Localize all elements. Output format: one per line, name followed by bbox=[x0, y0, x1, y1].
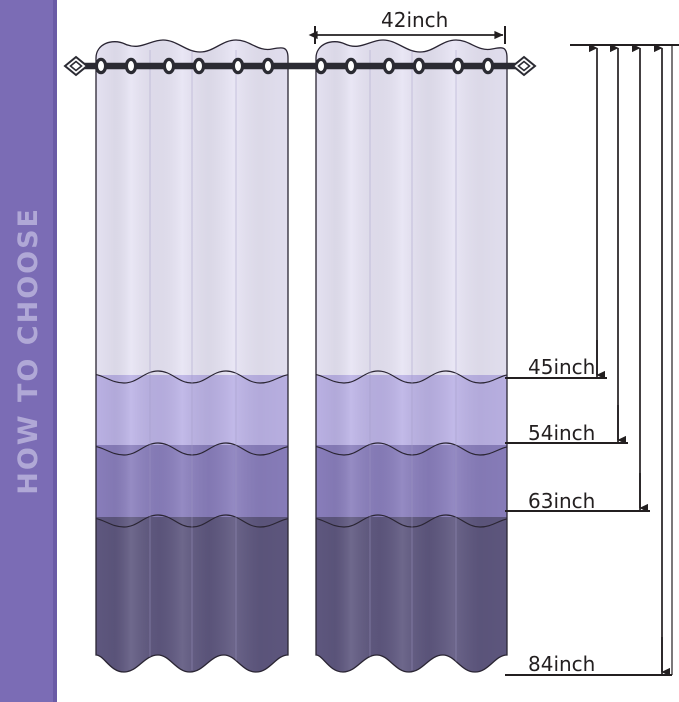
height-label-84inch: 84inch bbox=[528, 652, 596, 676]
grommet-group-right bbox=[314, 57, 495, 75]
height-label-63inch: 63inch bbox=[528, 489, 596, 513]
panel-left-outline bbox=[95, 39, 289, 673]
curtain-panel-right bbox=[315, 39, 508, 673]
curtain-rod bbox=[63, 55, 537, 77]
diamond-finial-icon bbox=[511, 55, 537, 77]
height-label-54inch: 54inch bbox=[528, 421, 596, 445]
grommet-group-left bbox=[94, 57, 275, 75]
width-dimension-42inch bbox=[308, 26, 506, 44]
height-label-45inch: 45inch bbox=[528, 355, 596, 379]
width-label-42inch: 42inch bbox=[381, 8, 449, 32]
curtain-panel-left bbox=[95, 39, 289, 673]
diamond-finial-icon bbox=[63, 55, 89, 77]
side-banner bbox=[0, 0, 57, 702]
panel-right-outline bbox=[315, 39, 508, 673]
height-dimension-system bbox=[505, 43, 679, 677]
